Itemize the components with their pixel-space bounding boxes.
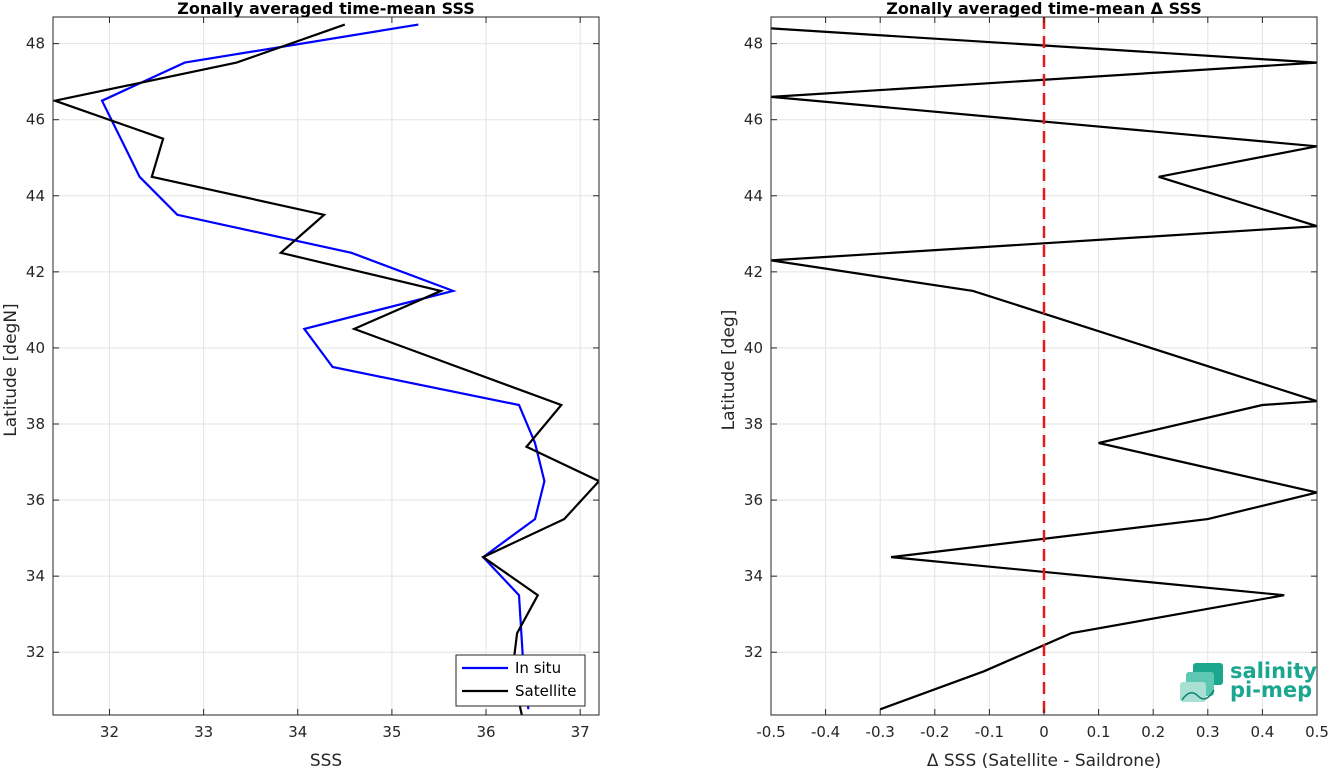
right-x-tick-label: 0.5 [1305,723,1329,741]
right-x-tick-label: -0.3 [866,723,895,741]
left-y-tick-label: 34 [26,567,45,585]
right-y-ticks: 32 34 36 38 40 42 44 46 48 [744,35,1317,661]
right-y-tick-label: 40 [744,339,763,357]
right-y-axis-label: Latitude [deg] [719,310,739,431]
right-y-tick-label: 44 [744,187,763,205]
right-x-tick-label: -0.4 [811,723,840,741]
right-y-tick-label: 32 [744,643,763,661]
left-y-tick-label: 40 [26,339,45,357]
left-legend: In situ Satellite [455,654,586,707]
right-y-tick-label: 48 [744,35,763,53]
right-x-tick-label: 0.1 [1087,723,1111,741]
right-x-tick-label: 0 [1039,723,1049,741]
left-x-tick-label: 36 [476,723,495,741]
left-x-axis-label: SSS [310,751,342,769]
left-x-tick-label: 32 [100,723,119,741]
left-y-tick-label: 44 [26,187,45,205]
left-in-situ-line [100,23,546,710]
right-chart-title: Zonally averaged time-mean Δ SSS [886,0,1202,18]
left-satellite-line [53,23,599,715]
right-x-tick-label: 0.4 [1250,723,1274,741]
right-x-ticks: -0.5 -0.4 -0.3 -0.2 -0.1 0 0.1 0.2 0.3 0.4 0.5 [756,17,1329,741]
left-gridlines [53,17,599,715]
left-series-group [53,23,599,715]
right-y-tick-label: 36 [744,491,763,509]
right-series-0-line [771,27,1317,711]
left-y-tick-label: 32 [26,643,45,661]
legend-satellite-label: Satellite [515,682,576,700]
logo-text-line2: pi-mep [1230,678,1312,702]
logo-emblem-icon [1180,663,1223,702]
right-y-tick-label: 42 [744,263,763,281]
left-chart-title: Zonally averaged time-mean SSS [177,0,475,18]
right-y-tick-label: 38 [744,415,763,433]
left-y-tick-label: 42 [26,263,45,281]
right-x-tick-label: -0.2 [920,723,949,741]
right-series-group [771,27,1317,711]
right-y-tick-label: 46 [744,111,763,129]
left-x-ticks: 32 33 34 35 36 37 [100,17,590,741]
salinity-pi-mep-logo: salinity pi-mep [1180,659,1317,702]
left-chart-panel: 32 33 34 35 36 37 32 34 36 38 40 42 44 46 48 Zonally … [1,0,600,769]
left-axes-box [52,16,600,716]
left-y-ticks: 32 34 36 38 40 42 44 46 48 [26,35,599,661]
right-x-tick-label: -0.5 [756,723,785,741]
left-x-tick-label: 37 [571,723,590,741]
left-y-axis-label: Latitude [degN] [1,303,21,436]
legend-in-situ-label: In situ [515,659,561,677]
left-y-tick-label: 36 [26,491,45,509]
left-x-tick-label: 35 [382,723,401,741]
right-x-tick-label: 0.2 [1141,723,1165,741]
left-y-tick-label: 38 [26,415,45,433]
left-x-tick-label: 34 [288,723,307,741]
left-y-tick-label: 46 [26,111,45,129]
left-x-tick-label: 33 [194,723,213,741]
right-x-tick-label: -0.1 [975,723,1004,741]
right-x-tick-label: 0.3 [1196,723,1220,741]
logo-text-line1: salinity [1230,659,1317,683]
right-y-tick-label: 34 [744,567,763,585]
legend-box [455,654,586,707]
right-chart-panel: -0.5 -0.4 -0.3 -0.2 -0.1 0 0.1 0.2 0.3 0.4 0.5 323… [719,0,1329,769]
right-x-axis-label: Δ SSS (Satellite - Saildrone) [927,751,1161,769]
left-y-tick-label: 48 [26,35,45,53]
